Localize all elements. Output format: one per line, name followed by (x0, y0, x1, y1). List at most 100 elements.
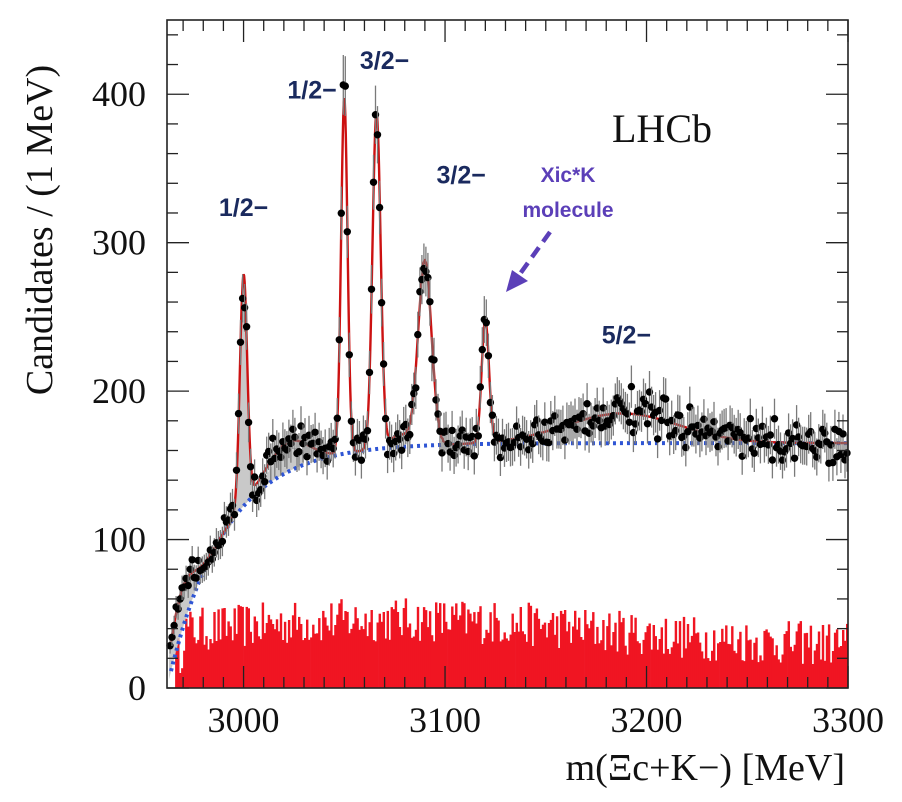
sideband-bar (346, 611, 349, 688)
data-marker (168, 633, 176, 641)
sideband-bar (793, 644, 797, 688)
sideband-bar (574, 610, 577, 688)
sideband-bar (704, 632, 708, 688)
sideband-bar (459, 615, 462, 688)
sideband-bar (302, 640, 305, 688)
sideband-bar (217, 609, 220, 688)
sideband-bar (308, 639, 311, 688)
sideband-bar (674, 621, 678, 688)
data-marker (474, 432, 482, 440)
data-points (166, 55, 851, 654)
sideband-bar (253, 616, 257, 688)
data-point (367, 265, 376, 314)
sideband-bar (189, 611, 192, 688)
sideband-bar (725, 625, 728, 688)
sideband-bar (400, 635, 404, 688)
sideband-bar (352, 623, 355, 688)
sideband-bar (344, 611, 347, 688)
data-point (236, 319, 245, 365)
sideband-bar (428, 611, 432, 688)
sideband-bar (451, 606, 454, 688)
spin-label: 1/2− (219, 194, 268, 222)
sideband-bar (626, 654, 629, 688)
sideband-bar (471, 621, 474, 688)
sideband-bar (447, 629, 450, 688)
sideband-bar (735, 653, 738, 688)
sideband-bar (477, 611, 480, 688)
sideband-bar (606, 626, 609, 688)
sideband-bar (467, 609, 470, 688)
sideband-bar (785, 631, 788, 688)
sideband-bar (300, 624, 303, 688)
sideband-bar (235, 633, 238, 688)
sideband-bar (193, 637, 196, 688)
sideband-bar (723, 641, 726, 688)
sideband-bar (646, 626, 649, 688)
sideband-bar (251, 642, 255, 688)
sideband-bar (600, 640, 603, 688)
data-point (412, 366, 420, 409)
sideband-bar (757, 662, 760, 688)
sideband-bar (789, 646, 793, 688)
sideband-bar (628, 632, 631, 688)
data-marker (236, 338, 245, 346)
data-marker (335, 336, 343, 344)
sideband-bar (612, 632, 615, 688)
data-marker (311, 428, 319, 436)
data-point (192, 565, 200, 591)
sideband-bar (608, 613, 611, 688)
sideband-bar (652, 625, 656, 688)
sideband-bar (263, 633, 267, 688)
sideband-bar (563, 610, 567, 688)
sideband-bar (348, 633, 351, 688)
sideband-bar (799, 621, 803, 688)
data-point (347, 401, 356, 442)
sideband-bar (684, 648, 688, 688)
y-tick-label: 0 (128, 668, 146, 708)
sideband-bar (255, 621, 259, 688)
sideband-bar (342, 620, 345, 688)
sideband-bar (356, 618, 359, 688)
sideband-bar (473, 612, 476, 688)
data-marker (746, 414, 754, 423)
data-point (244, 402, 253, 443)
sideband-bar (279, 613, 283, 688)
data-point (373, 106, 382, 164)
sideband-bar (831, 651, 835, 688)
sideband-bar (364, 613, 367, 688)
sideband-bar (616, 651, 619, 688)
sideband-bar (668, 653, 672, 688)
sideband-bar (358, 629, 361, 688)
sideband-bar (632, 632, 635, 688)
data-marker (476, 383, 484, 391)
sideband-bar (362, 629, 365, 688)
sideband-bar (247, 608, 251, 688)
sideband-bar (741, 660, 744, 688)
sideband-bar (811, 664, 815, 688)
sideband-bar (570, 642, 573, 688)
data-point (341, 56, 349, 116)
sideband-bar (624, 645, 627, 688)
sideband-bar (213, 612, 216, 688)
data-point (369, 154, 378, 210)
sideband-bar (493, 603, 496, 688)
sideband-bar (334, 625, 337, 688)
sideband-bar (747, 640, 750, 688)
sideband-bar (439, 603, 442, 688)
sideband-bar (715, 660, 718, 688)
sideband-bar (245, 606, 249, 688)
data-point (676, 395, 684, 436)
sideband-bar (584, 610, 587, 688)
data-point (583, 383, 591, 425)
sideband-bar (817, 631, 821, 688)
sideband-bar (743, 661, 746, 688)
sideband-bar (731, 626, 734, 688)
spin-annotations: 1/2− 1/2− 3/2− 3/2− 5/2− (219, 47, 651, 350)
sideband-bar (312, 624, 315, 688)
sideband-bar (289, 637, 293, 688)
sideband-bar (205, 636, 208, 688)
sideband-bar (219, 639, 222, 688)
data-marker (373, 131, 382, 139)
sideband-bar (197, 639, 200, 688)
sideband-bar (596, 626, 599, 688)
